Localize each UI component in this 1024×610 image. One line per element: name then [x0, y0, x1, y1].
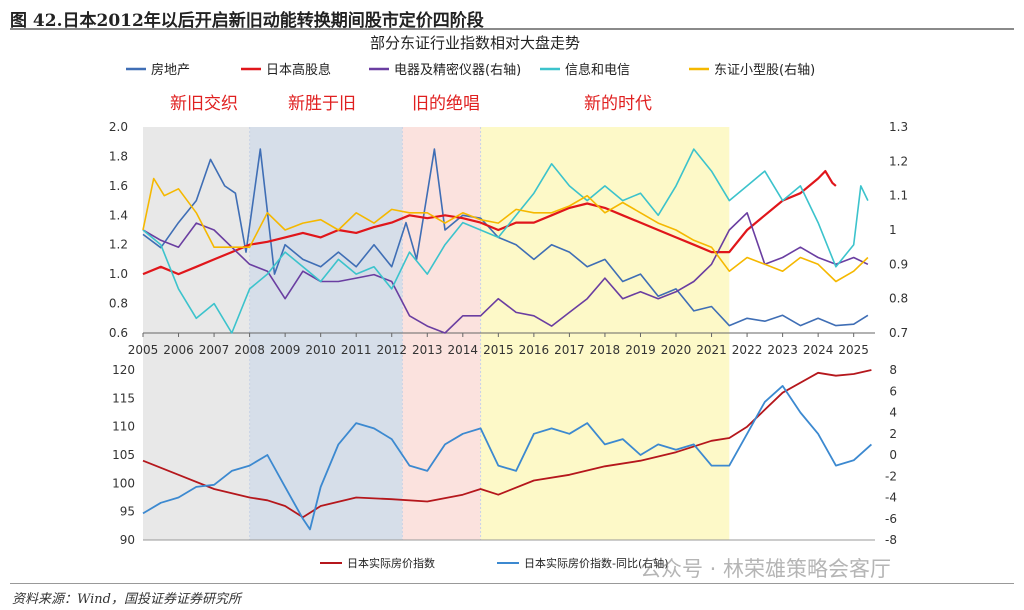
y-tick-label-right-bottom: -6 [885, 512, 897, 526]
source-note: 资料来源：Wind，国投证券证券研究所 [12, 592, 241, 607]
y-tick-label-left-bottom: 95 [120, 505, 135, 519]
phase-label-4: 新的时代 [584, 94, 652, 114]
y-tick-label-right-bottom: 0 [889, 448, 897, 462]
x-tick-label-top: 2020 [661, 343, 692, 357]
phase-label-3: 旧的绝唱 [412, 94, 480, 114]
x-tick-label-top: 2005 [128, 343, 159, 357]
y-tick-label-right-bottom: -4 [885, 491, 897, 505]
y-tick-label-left-bottom: 105 [112, 448, 135, 462]
legend-label-top-5: 东证小型股(右轴) [714, 63, 815, 78]
title-rule [10, 28, 1014, 30]
y-tick-label-left-top: 1.8 [109, 149, 128, 163]
y-tick-label-right-top: 1.3 [889, 120, 908, 134]
legend-label-top-1: 房地产 [151, 62, 190, 78]
x-tick-label-top: 2010 [305, 343, 336, 357]
legend-bottom: 日本实际房价指数 日本实际房价指数-同比(右轴) [320, 556, 669, 570]
y-tick-label-right-top: 0.9 [889, 257, 908, 271]
legend-top: 房地产 日本高股息 电器及精密仪器(右轴) 信息和电信 东证小型股(右轴) [126, 62, 815, 78]
x-tick-label-top: 2008 [234, 343, 265, 357]
legend-label-bottom-1: 日本实际房价指数 [347, 556, 435, 570]
y-tick-label-left-top: 1.2 [109, 238, 128, 252]
y-tick-label-right-bottom: -8 [885, 533, 897, 547]
series-line-bottom-2 [142, 385, 873, 531]
series-line-top-3 [142, 212, 869, 334]
x-tick-label-top: 2024 [803, 343, 834, 357]
series-line-bottom-1 [142, 369, 872, 519]
y-tick-label-left-top: 1.4 [109, 208, 128, 222]
y-tick-label-left-top: 0.6 [109, 326, 128, 340]
y-tick-label-right-bottom: 2 [889, 427, 897, 441]
y-tick-label-right-top: 1.1 [889, 189, 908, 203]
x-tick-label-top: 2017 [554, 343, 585, 357]
y-tick-label-left-top: 1.6 [109, 179, 128, 193]
y-tick-label-left-bottom: 100 [112, 476, 135, 490]
y-tick-label-left-top: 2.0 [109, 120, 128, 134]
x-tick-label-top: 2011 [341, 343, 372, 357]
y-tick-label-right-top: 1.2 [889, 154, 908, 168]
legend-label-top-3: 电器及精密仪器(右轴) [394, 62, 521, 78]
x-tick-label-top: 2006 [163, 343, 194, 357]
phase-label-1: 新旧交织 [170, 94, 238, 114]
x-tick-label-top: 2013 [412, 343, 443, 357]
y-tick-label-right-bottom: -2 [885, 469, 897, 483]
y-tick-label-right-top: 1 [889, 223, 897, 237]
x-tick-label-top: 2016 [519, 343, 550, 357]
figure-title: 图 42.日本2012年以后开启新旧动能转换期间股市定价四阶段 [10, 11, 484, 31]
y-tick-label-right-top: 0.7 [889, 326, 908, 340]
y-tick-label-left-bottom: 110 [112, 420, 135, 434]
legend-label-top-2: 日本高股息 [266, 62, 331, 78]
x-tick-label-top: 2014 [448, 343, 479, 357]
x-tick-label-top: 2019 [625, 343, 656, 357]
y-tick-label-right-bottom: 6 [889, 384, 897, 398]
x-tick-label-top: 2022 [732, 343, 763, 357]
y-tick-label-right-bottom: 8 [889, 363, 897, 377]
y-tick-label-left-top: 1.0 [109, 267, 128, 281]
x-tick-label-top: 2007 [199, 343, 230, 357]
y-tick-label-left-bottom: 120 [112, 363, 135, 377]
y-tick-label-left-bottom: 90 [120, 533, 135, 547]
series-line-top-4 [142, 148, 869, 334]
source-rule [10, 583, 1014, 584]
chart-title: 部分东证行业指数相对大盘走势 [370, 34, 580, 52]
x-tick-label-top: 2023 [767, 343, 798, 357]
y-tick-label-left-top: 0.8 [109, 297, 128, 311]
series-line-top-5 [142, 177, 869, 283]
x-tick-label-top: 2015 [483, 343, 514, 357]
x-tick-label-top: 2025 [838, 343, 869, 357]
x-tick-label-top: 2012 [376, 343, 407, 357]
phase-label-2: 新胜于旧 [288, 94, 356, 114]
phase-labels: 新旧交织 新胜于旧 旧的绝唱 新的时代 [170, 94, 652, 114]
watermark: 公众号 · 林荣雄策略会客厅 [640, 557, 892, 581]
legend-label-bottom-2: 日本实际房价指数-同比(右轴) [524, 556, 669, 570]
y-tick-label-right-top: 0.8 [889, 292, 908, 306]
x-tick-label-top: 2021 [696, 343, 727, 357]
y-tick-label-right-bottom: 4 [889, 406, 897, 420]
x-tick-label-top: 2009 [270, 343, 301, 357]
x-tick-label-top: 2018 [590, 343, 621, 357]
legend-label-top-4: 信息和电信 [565, 62, 630, 78]
y-tick-label-left-bottom: 115 [112, 391, 135, 405]
